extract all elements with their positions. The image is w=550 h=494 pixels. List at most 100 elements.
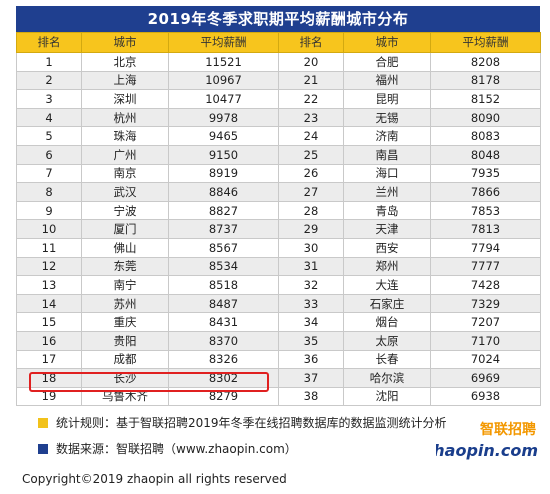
cell-salary-left: 8827: [168, 200, 279, 221]
cell-rank-right: 32: [278, 275, 344, 295]
cell-rank-right: 25: [278, 144, 344, 165]
cell-salary-right: 7794: [430, 237, 541, 258]
cell-city-left: 上海: [81, 70, 169, 91]
header-salary-right: 平均薪酬: [430, 32, 541, 53]
cell-rank-right: 33: [278, 293, 344, 314]
cell-city-right: 天津: [343, 219, 431, 239]
cell-salary-left: 10967: [168, 70, 279, 91]
cell-salary-left: 11521: [168, 52, 279, 72]
cell-salary-left: 8567: [168, 237, 279, 258]
cell-city-left: 佛山: [81, 237, 169, 258]
cell-rank-left: 10: [16, 219, 82, 239]
cell-city-right: 郑州: [343, 256, 431, 277]
cell-salary-left: 9150: [168, 144, 279, 165]
table-row: 2 上海 10967 21 福州 8178: [16, 70, 541, 91]
cell-rank-right: 27: [278, 182, 344, 202]
table-header-row: 排名 城市 平均薪酬 排名 城市 平均薪酬: [16, 32, 541, 53]
cell-rank-right: 20: [278, 52, 344, 72]
cell-city-right: 哈尔滨: [343, 368, 431, 388]
cell-rank-left: 5: [16, 126, 82, 146]
cell-salary-right: 7777: [430, 256, 541, 277]
cell-city-left: 广州: [81, 144, 169, 165]
cell-rank-right: 34: [278, 312, 344, 332]
cell-rank-left: 12: [16, 256, 82, 277]
cell-city-left: 深圳: [81, 89, 169, 109]
table-row: 4 杭州 9978 23 无锡 8090: [16, 107, 541, 128]
cell-salary-left: 8846: [168, 182, 279, 202]
cell-city-left: 苏州: [81, 293, 169, 314]
logo-text-cn: 智联招聘: [479, 421, 536, 438]
cell-city-left: 成都: [81, 349, 169, 370]
table-row: 8 武汉 8846 27 兰州 7866: [16, 182, 541, 202]
table-row: 17 成都 8326 36 长春 7024: [16, 349, 541, 370]
cell-salary-right: 8048: [430, 144, 541, 165]
header-city-left: 城市: [81, 32, 169, 53]
cell-rank-left: 8: [16, 182, 82, 202]
cell-city-right: 昆明: [343, 89, 431, 109]
cell-salary-right: 8178: [430, 70, 541, 91]
table-row: 11 佛山 8567 30 西安 7794: [16, 237, 541, 258]
cell-city-right: 太原: [343, 330, 431, 351]
cell-rank-right: 30: [278, 237, 344, 258]
cell-salary-left: 8487: [168, 293, 279, 314]
cell-rank-left: 9: [16, 200, 82, 221]
cell-salary-left: 9465: [168, 126, 279, 146]
table-row: 9 宁波 8827 28 青岛 7853: [16, 200, 541, 221]
cell-city-right: 沈阳: [343, 386, 431, 407]
cell-rank-left: 7: [16, 163, 82, 184]
cell-salary-right: 7866: [430, 182, 541, 202]
cell-salary-left: 8534: [168, 256, 279, 277]
note-rule: 统计规则：基于智联招聘2019年冬季在线招聘数据库的数据监测统计分析: [38, 414, 447, 431]
cell-salary-right: 7428: [430, 275, 541, 295]
cell-rank-left: 14: [16, 293, 82, 314]
cell-salary-left: 8737: [168, 219, 279, 239]
table-row: 13 南宁 8518 32 大连 7428: [16, 275, 541, 295]
cell-rank-left: 6: [16, 144, 82, 165]
cell-city-left: 珠海: [81, 126, 169, 146]
header-rank-left: 排名: [16, 32, 82, 53]
cell-city-right: 石家庄: [343, 293, 431, 314]
cell-salary-right: 8152: [430, 89, 541, 109]
cell-city-left: 南京: [81, 163, 169, 184]
cell-rank-left: 15: [16, 312, 82, 332]
cell-salary-right: 7329: [430, 293, 541, 314]
cell-city-right: 大连: [343, 275, 431, 295]
cell-rank-left: 16: [16, 330, 82, 351]
note-rule-text: 统计规则：基于智联招聘2019年冬季在线招聘数据库的数据监测统计分析: [56, 416, 447, 430]
cell-city-right: 福州: [343, 70, 431, 91]
cell-city-left: 杭州: [81, 107, 169, 128]
cell-salary-left: 9978: [168, 107, 279, 128]
cell-city-right: 西安: [343, 237, 431, 258]
cell-rank-right: 28: [278, 200, 344, 221]
table-row: 7 南京 8919 26 海口 7935: [16, 163, 541, 184]
cell-rank-right: 31: [278, 256, 344, 277]
cell-rank-left: 3: [16, 89, 82, 109]
cell-salary-right: 6969: [430, 368, 541, 388]
cell-salary-right: 8090: [430, 107, 541, 128]
table-row: 1 北京 11521 20 合肥 8208: [16, 52, 541, 72]
cell-rank-right: 22: [278, 89, 344, 109]
cell-salary-left: 8370: [168, 330, 279, 351]
logo-text-en: zhaopin.com: [436, 441, 538, 460]
cell-city-left: 南宁: [81, 275, 169, 295]
cell-city-right: 济南: [343, 126, 431, 146]
cell-salary-right: 8083: [430, 126, 541, 146]
cell-salary-left: 8326: [168, 349, 279, 370]
cell-city-right: 南昌: [343, 144, 431, 165]
cell-rank-left: 1: [16, 52, 82, 72]
yellow-square-icon: [38, 418, 48, 428]
cell-salary-left: 8518: [168, 275, 279, 295]
cell-city-left: 宁波: [81, 200, 169, 221]
cell-city-left: 武汉: [81, 182, 169, 202]
header-salary-left: 平均薪酬: [168, 32, 279, 53]
copyright-text: Copyright©2019 zhaopin all rights reserv…: [22, 472, 287, 486]
table-row: 15 重庆 8431 34 烟台 7207: [16, 312, 541, 332]
cell-rank-left: 11: [16, 237, 82, 258]
salary-table: 排名 城市 平均薪酬 排名 城市 平均薪酬 1 北京 11521 20 合肥 8208 2 上…: [16, 32, 541, 407]
cell-rank-right: 24: [278, 126, 344, 146]
cell-salary-right: 7813: [430, 219, 541, 239]
note-source: 数据来源：智联招聘（www.zhaopin.com）: [38, 440, 297, 457]
cell-rank-left: 17: [16, 349, 82, 370]
cell-rank-right: 21: [278, 70, 344, 91]
cell-salary-right: 7024: [430, 349, 541, 370]
